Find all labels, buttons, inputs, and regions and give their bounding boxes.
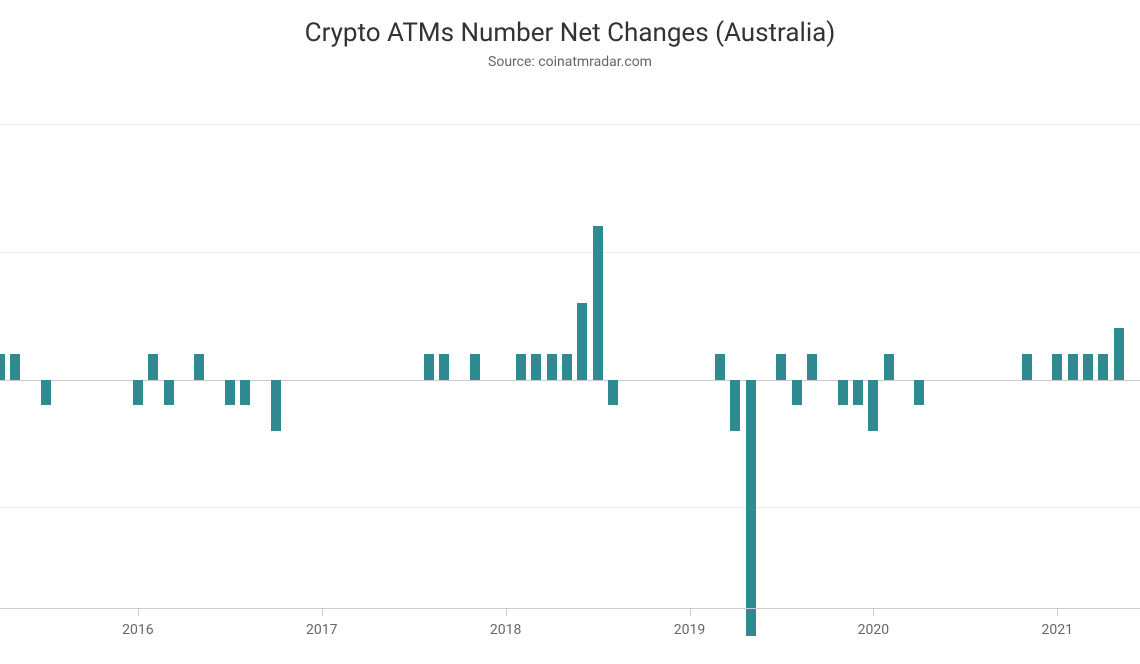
x-label: 2016 <box>122 622 153 638</box>
bar <box>424 354 434 380</box>
bar <box>608 380 618 406</box>
bar <box>164 380 174 406</box>
bar <box>776 354 786 380</box>
bar <box>838 380 848 406</box>
x-label: 2018 <box>490 622 521 638</box>
x-tick <box>873 608 874 616</box>
bar <box>1083 354 1093 380</box>
bar <box>10 354 20 380</box>
bar <box>562 354 572 380</box>
bar <box>531 354 541 380</box>
bar <box>577 303 587 380</box>
bar <box>1114 328 1124 379</box>
bar <box>133 380 143 406</box>
bar <box>1068 354 1078 380</box>
bar <box>730 380 740 431</box>
x-tick <box>138 608 139 616</box>
bar <box>547 354 557 380</box>
gridline <box>0 507 1140 508</box>
bar <box>746 380 756 636</box>
chart-container: Crypto ATMs Number Net Changes (Australi… <box>0 0 1140 664</box>
chart-title: Crypto ATMs Number Net Changes (Australi… <box>0 0 1140 48</box>
bar <box>225 380 235 406</box>
x-label: 2021 <box>1042 622 1073 638</box>
gridline <box>0 124 1140 125</box>
bar <box>715 354 725 380</box>
bar <box>148 354 158 380</box>
bar <box>792 380 802 406</box>
bar <box>439 354 449 380</box>
bar <box>853 380 863 406</box>
bar <box>1022 354 1032 380</box>
chart-subtitle: Source: coinatmradar.com <box>0 54 1140 70</box>
bar <box>516 354 526 380</box>
bar <box>1052 354 1062 380</box>
bar <box>470 354 480 380</box>
bar <box>1098 354 1108 380</box>
bar <box>868 380 878 431</box>
x-tick <box>690 608 691 616</box>
x-label: 2020 <box>858 622 889 638</box>
plot-area <box>0 96 1140 608</box>
bar <box>807 354 817 380</box>
bar <box>884 354 894 380</box>
bar <box>593 226 603 380</box>
x-tick <box>322 608 323 616</box>
bar <box>194 354 204 380</box>
bar <box>914 380 924 406</box>
x-tick <box>1057 608 1058 616</box>
x-label: 2017 <box>306 622 337 638</box>
bar <box>271 380 281 431</box>
gridline <box>0 252 1140 253</box>
bar <box>0 354 5 380</box>
bar <box>240 380 250 406</box>
x-axis-line <box>0 608 1140 609</box>
bar <box>41 380 51 406</box>
x-axis: 2016 2017 2018 2019 2020 2021 <box>0 608 1140 664</box>
x-label: 2019 <box>674 622 705 638</box>
x-tick <box>506 608 507 616</box>
